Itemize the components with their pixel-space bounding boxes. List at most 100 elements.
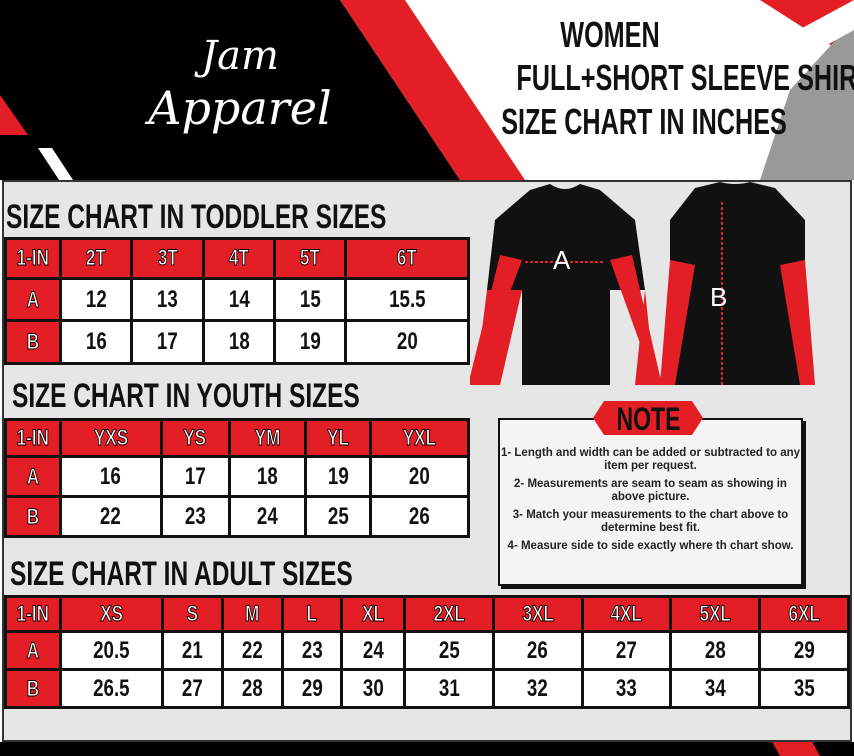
- cell-text: 27: [182, 674, 204, 702]
- cell-text: 17: [157, 328, 178, 356]
- cell-text: 12: [85, 285, 107, 313]
- cell-text: 26: [409, 502, 430, 530]
- label-b: B: [710, 282, 728, 312]
- column-header: 4XL: [583, 598, 670, 631]
- table-cell: 21: [164, 633, 221, 669]
- header-line-2: FULL+SHORT SLEEVE SHIRT: [516, 57, 854, 98]
- table-cell: 23: [283, 633, 341, 669]
- table-cell: 26: [494, 633, 581, 669]
- cell-text: A: [26, 286, 40, 312]
- cell-text: 6XL: [788, 601, 820, 627]
- header-row: 1-IN 2T 3T 4T 5T 6T: [7, 240, 467, 277]
- column-header: S: [164, 598, 221, 631]
- row-label: A: [7, 633, 59, 669]
- note-box: 1- Length and width can be added or subt…: [498, 418, 803, 586]
- adult-size-table: 1-IN XS S M L XL 2XL 3XL 4XL 5XL 6XL A 20.5 21 22 23 24 2…: [4, 595, 850, 709]
- table-cell: 16: [62, 458, 160, 496]
- column-header: YS: [162, 421, 228, 456]
- brand-logo: Jam Apparel: [148, 33, 332, 135]
- table-cell: 12: [62, 279, 131, 320]
- table-cell: 26: [372, 498, 467, 535]
- cell-text: 23: [184, 502, 206, 530]
- column-header: 1-IN: [7, 421, 59, 456]
- column-header: L: [283, 598, 341, 631]
- cell-text: 20: [396, 328, 418, 356]
- note-item: 1- Length and width can be added or subt…: [500, 447, 801, 472]
- cell-text: 22: [241, 636, 263, 664]
- table-cell: 19: [306, 458, 370, 496]
- cell-text: 1-IN: [16, 601, 50, 627]
- table-cell: 14: [204, 279, 274, 320]
- table-row: A 12 13 14 15 15.5: [7, 279, 467, 320]
- table-cell: 29: [283, 671, 341, 706]
- cell-text: 26.5: [93, 674, 130, 702]
- cell-text: 32: [527, 674, 549, 702]
- table-cell: 23: [162, 498, 228, 535]
- cell-text: 3XL: [522, 601, 554, 627]
- row-label: B: [7, 322, 59, 362]
- cell-text: 24: [362, 636, 384, 664]
- note-item: 4- Measure side to side exactly where th…: [507, 540, 794, 552]
- cell-text: 28: [241, 674, 263, 702]
- cell-text: 19: [299, 328, 321, 356]
- cell-text: YS: [183, 425, 207, 451]
- cell-text: 30: [362, 674, 384, 702]
- cell-text: 17: [184, 462, 206, 490]
- column-header: 5T: [276, 240, 345, 277]
- cell-text: 29: [301, 674, 323, 702]
- column-header: XS: [62, 598, 162, 631]
- cell-text: 24: [256, 502, 278, 530]
- table-cell: 19: [276, 322, 345, 362]
- cell-text: 18: [228, 328, 250, 356]
- cell-text: XL: [362, 601, 385, 627]
- note-item: 2- Measurements are seam to seam as show…: [514, 478, 787, 503]
- table-cell: 20: [372, 458, 467, 496]
- cell-text: 26: [527, 636, 549, 664]
- column-header: YM: [230, 421, 304, 456]
- cell-text: 20: [409, 462, 430, 490]
- cell-text: 23: [301, 636, 323, 664]
- cell-text: 34: [704, 674, 726, 702]
- table-cell: 18: [230, 458, 304, 496]
- column-header: YXS: [62, 421, 160, 456]
- cell-text: 25: [327, 502, 349, 530]
- column-header: 6T: [347, 240, 467, 277]
- column-header: YL: [306, 421, 370, 456]
- table-cell: 15.5: [347, 279, 467, 320]
- cell-text: 1-IN: [16, 245, 50, 271]
- youth-size-table: 1-IN YXS YS YM YL YXL A 16 17 18 19 20 B 22 23 24 25 26: [4, 418, 470, 538]
- column-header: 4T: [204, 240, 274, 277]
- table-cell: 17: [162, 458, 228, 496]
- column-header: 1-IN: [7, 240, 59, 277]
- table-row: B 26.5 27 28 29 30 31 32 33 34 35: [7, 671, 847, 706]
- column-header: YXL: [372, 421, 467, 456]
- shirt-back: [660, 182, 815, 385]
- table-cell: 28: [223, 671, 281, 706]
- column-header: 5XL: [672, 598, 759, 631]
- column-header: 1-IN: [7, 598, 59, 631]
- cell-text: 27: [616, 636, 637, 664]
- column-header: M: [223, 598, 281, 631]
- table-cell: 33: [583, 671, 670, 706]
- cell-text: 18: [256, 462, 278, 490]
- cell-text: YXL: [402, 425, 437, 451]
- cell-text: 2T: [86, 245, 107, 271]
- column-header: 3T: [133, 240, 202, 277]
- row-label: A: [7, 458, 59, 496]
- table-cell: 25: [406, 633, 492, 669]
- cell-text: B: [26, 675, 40, 701]
- cell-text: 6T: [397, 245, 418, 271]
- cell-text: 5T: [300, 245, 321, 271]
- table-cell: 20: [347, 322, 467, 362]
- cell-text: A: [26, 463, 40, 489]
- table-cell: 24: [343, 633, 404, 669]
- cell-text: 28: [704, 636, 726, 664]
- cell-text: 22: [100, 502, 122, 530]
- youth-title: SIZE CHART IN YOUTH SIZES: [12, 377, 360, 415]
- row-label: A: [7, 279, 59, 320]
- cell-text: 4T: [228, 245, 249, 271]
- toddler-size-table: 1-IN 2T 3T 4T 5T 6T A 12 13 14 15 15.5 B 16 17 18 19 20: [4, 237, 470, 365]
- table-cell: 15: [276, 279, 345, 320]
- table-row: B 22 23 24 25 26: [7, 498, 467, 535]
- table-row: B 16 17 18 19 20: [7, 322, 467, 362]
